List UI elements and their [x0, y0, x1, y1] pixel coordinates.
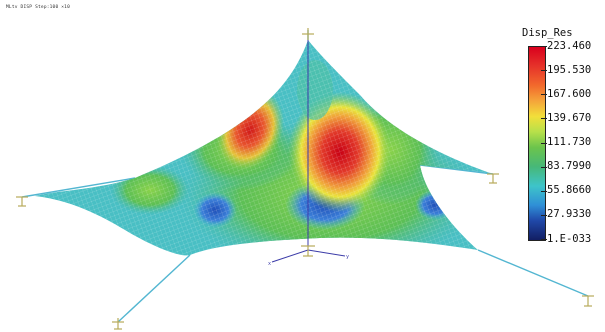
legend-tick — [541, 214, 547, 216]
view-info-label: MLtv DISP Step:100 ×10 — [6, 5, 71, 10]
legend-value: 83.7990 — [547, 160, 592, 173]
support-nodes[interactable] — [16, 28, 594, 330]
legend-tick — [541, 142, 547, 144]
legend-value: 195.530 — [547, 63, 592, 76]
axis-label-y: y — [346, 254, 349, 260]
legend-tick — [541, 46, 547, 47]
legend-value: 139.670 — [547, 111, 592, 124]
axis-label-x: x — [268, 261, 271, 267]
legend-value: 27.9330 — [547, 208, 592, 221]
support-node-center[interactable] — [301, 245, 315, 257]
legend-tick — [541, 166, 547, 168]
legend-title: Disp_Res — [522, 27, 573, 39]
support-node-top[interactable] — [302, 28, 314, 40]
legend-value: 223.460 — [547, 39, 592, 52]
legend-tick — [541, 190, 547, 192]
support-node-bottom-right[interactable] — [582, 295, 594, 307]
legend-tick — [541, 239, 547, 240]
legend-tick — [541, 118, 547, 120]
legend-value: 167.600 — [547, 87, 592, 100]
displacement-legend: Disp_Res 223.460 195.530 167.600 139.670 111… — [522, 27, 602, 245]
legend-value: 111.730 — [547, 136, 592, 148]
legend-tick — [541, 70, 547, 72]
legend-tick — [541, 94, 547, 96]
center-mast — [271, 40, 346, 263]
legend-value: 55.8660 — [547, 184, 592, 197]
support-node-bottom-left[interactable] — [112, 318, 124, 330]
support-node-left[interactable] — [16, 196, 28, 207]
support-node-right[interactable] — [487, 173, 499, 184]
legend-color-bar — [528, 46, 546, 241]
legend-value: 1.E-033 — [547, 232, 592, 245]
